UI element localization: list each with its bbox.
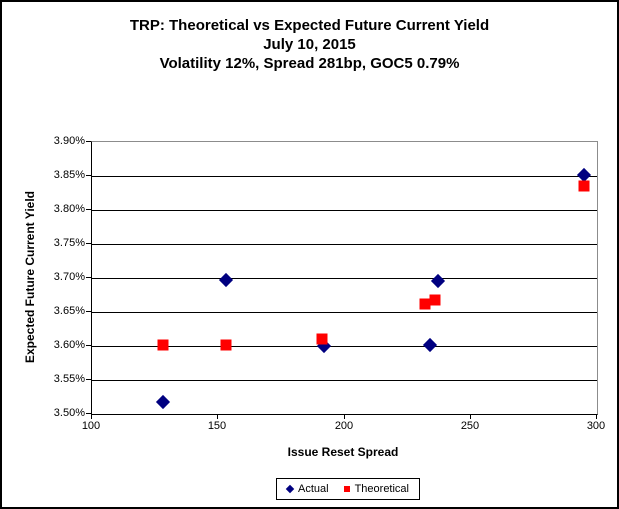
x-tick-label: 200 bbox=[334, 420, 354, 432]
data-point-actual bbox=[423, 337, 438, 352]
y-tick-label: 3.70% bbox=[53, 271, 85, 283]
gridline bbox=[92, 176, 597, 177]
x-tick-mark bbox=[596, 414, 597, 419]
y-tick-mark bbox=[86, 379, 91, 380]
chart-title-block: TRP: Theoretical vs Expected Future Curr… bbox=[2, 16, 617, 73]
y-tick-label: 3.55% bbox=[53, 373, 85, 385]
gridline bbox=[92, 346, 597, 347]
data-point-actual bbox=[218, 272, 233, 288]
y-tick-mark bbox=[86, 311, 91, 312]
gridline bbox=[92, 380, 597, 381]
y-tick-label: 3.50% bbox=[53, 407, 85, 419]
y-tick-mark bbox=[86, 209, 91, 210]
plot-area bbox=[91, 141, 598, 415]
data-point-theoretical bbox=[157, 339, 169, 351]
y-tick-mark bbox=[86, 277, 91, 278]
legend-label-actual: Actual bbox=[298, 483, 329, 495]
data-point-theoretical bbox=[429, 294, 441, 306]
x-tick-mark bbox=[91, 414, 92, 419]
y-tick-label: 3.75% bbox=[53, 237, 85, 249]
legend-label-theoretical: Theoretical bbox=[354, 483, 409, 495]
y-tick-label: 3.85% bbox=[53, 169, 85, 181]
gridline bbox=[92, 210, 597, 211]
data-point-theoretical bbox=[578, 180, 590, 192]
gridline bbox=[92, 312, 597, 313]
gridline bbox=[92, 278, 597, 279]
y-tick-label: 3.60% bbox=[53, 339, 85, 351]
x-tick-label: 150 bbox=[207, 420, 227, 432]
x-axis-title: Issue Reset Spread bbox=[287, 445, 399, 459]
y-tick-mark bbox=[86, 243, 91, 244]
chart-title-line3: Volatility 12%, Spread 281bp, GOC5 0.79% bbox=[159, 55, 460, 72]
y-tick-label: 3.65% bbox=[53, 305, 85, 317]
x-tick-mark bbox=[344, 414, 345, 419]
data-point-theoretical bbox=[419, 298, 431, 310]
chart-title-line1: TRP: Theoretical vs Expected Future Curr… bbox=[129, 17, 490, 34]
x-tick-mark bbox=[470, 414, 471, 419]
legend: Actual Theoretical bbox=[276, 478, 420, 500]
gridline bbox=[92, 244, 597, 245]
y-tick-label: 3.80% bbox=[53, 203, 85, 215]
x-tick-label: 100 bbox=[81, 420, 101, 432]
data-point-actual bbox=[430, 273, 445, 288]
chart-title-line2: July 10, 2015 bbox=[263, 36, 356, 53]
y-tick-mark bbox=[86, 141, 91, 142]
data-point-theoretical bbox=[316, 333, 328, 345]
legend-item-theoretical: Theoretical bbox=[343, 483, 409, 495]
y-tick-label: 3.90% bbox=[53, 135, 85, 147]
data-point-actual bbox=[155, 394, 170, 409]
x-tick-label: 250 bbox=[460, 420, 480, 432]
x-tick-mark bbox=[217, 414, 218, 419]
theoretical-square-icon bbox=[343, 486, 350, 492]
y-tick-mark bbox=[86, 345, 91, 346]
data-point-theoretical bbox=[220, 339, 232, 351]
actual-diamond-icon bbox=[285, 484, 295, 494]
legend-item-actual: Actual bbox=[285, 483, 329, 495]
y-tick-mark bbox=[86, 175, 91, 176]
y-tick-mark bbox=[86, 413, 91, 414]
x-tick-label: 300 bbox=[586, 420, 606, 432]
